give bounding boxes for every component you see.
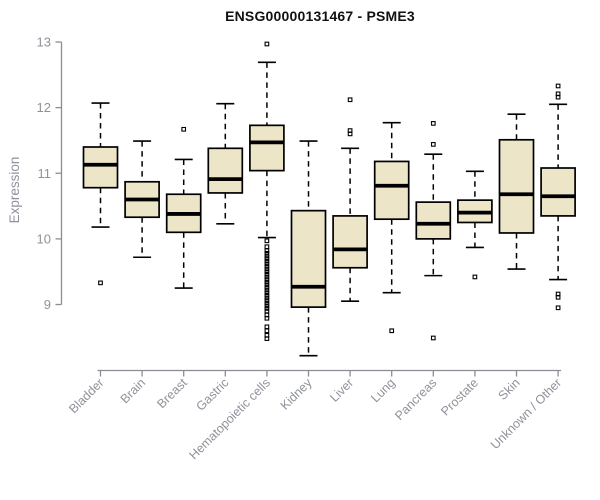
box-group-gastric — [207, 102, 244, 225]
x-tick-label: Unknown / Other — [488, 376, 564, 452]
outlier-point — [264, 238, 270, 244]
outlier-point — [264, 300, 270, 306]
iqr-box — [290, 209, 327, 308]
outlier-point — [181, 126, 187, 132]
y-tick-label: 10 — [37, 231, 51, 246]
x-tick-label: Breast — [154, 375, 190, 411]
outlier-point — [264, 315, 270, 321]
box-group-unknown-other — [540, 83, 576, 311]
outlier-point — [264, 258, 270, 264]
outlier-point — [264, 336, 270, 341]
iqr-box — [82, 146, 119, 189]
chart-title: ENSG00000131467 - PSME3 — [225, 8, 415, 24]
outlier-point — [555, 94, 561, 100]
y-tick-label: 9 — [44, 297, 51, 312]
box-group-hematopoietic-cells — [249, 41, 285, 341]
x-tick-label: Brain — [118, 376, 149, 407]
box-group-bladder — [82, 102, 119, 286]
outlier-point — [264, 292, 270, 298]
iqr-box — [332, 215, 368, 269]
outlier-point — [555, 83, 561, 89]
outlier-point — [347, 97, 353, 103]
box-group-kidney — [290, 140, 327, 357]
iqr-box — [498, 138, 535, 234]
x-tick-label: Gastric — [194, 376, 232, 414]
y-tick-label: 12 — [37, 100, 51, 115]
outlier-point — [430, 335, 436, 341]
outlier-point — [264, 250, 270, 256]
iqr-box — [373, 160, 410, 221]
iqr-box — [207, 147, 244, 194]
y-tick-label: 13 — [37, 35, 51, 50]
outlier-point — [264, 324, 270, 330]
outlier-point — [264, 287, 270, 293]
outlier-point — [430, 121, 436, 126]
iqr-box — [415, 201, 452, 240]
outlier-point — [472, 274, 478, 280]
x-tick-label: Hematopoietic cells — [186, 376, 273, 463]
box-group-brain — [124, 140, 160, 259]
x-tick-label: Liver — [327, 376, 356, 405]
iqr-box — [540, 167, 576, 217]
outlier-point — [264, 328, 270, 334]
iqr-box — [249, 124, 285, 172]
x-tick-label: Prostate — [438, 376, 481, 419]
outlier-point — [389, 328, 395, 334]
outlier-point — [264, 41, 270, 47]
outlier-point — [264, 303, 270, 309]
y-tick-label: 11 — [38, 166, 52, 181]
x-tick-label: Kidney — [278, 375, 315, 412]
outlier-point — [264, 282, 270, 288]
box-group-skin — [498, 113, 535, 270]
outlier-point — [555, 305, 561, 311]
outlier-point — [264, 308, 270, 314]
outlier-point — [264, 285, 270, 290]
outlier-point — [264, 264, 270, 269]
outlier-point — [264, 256, 270, 261]
outlier-point — [264, 253, 270, 259]
x-tick-label: Bladder — [66, 376, 106, 416]
outlier-point — [347, 131, 353, 137]
x-tick-label: Skin — [496, 376, 523, 403]
outlier-point — [264, 271, 270, 277]
outlier-point — [264, 269, 270, 275]
outlier-point — [264, 266, 270, 272]
outlier-point — [264, 261, 270, 267]
x-tick-label: Lung — [368, 376, 398, 406]
outlier-point — [264, 279, 270, 285]
box-group-lung — [373, 121, 410, 334]
outlier-point — [98, 280, 103, 286]
outlier-point — [264, 290, 270, 296]
outlier-point — [264, 244, 270, 250]
outlier-point — [555, 294, 561, 300]
outlier-point — [264, 298, 270, 303]
y-axis: 9 10 11 12 13 — [37, 35, 63, 312]
box-group-prostate — [457, 170, 493, 280]
outlier-point — [264, 306, 270, 311]
box-group-breast — [165, 126, 202, 289]
outlier-point — [430, 142, 436, 147]
x-tick-label: Pancreas — [392, 376, 439, 423]
outlier-point — [264, 274, 270, 280]
outlier-point — [264, 248, 270, 254]
outlier-point — [264, 295, 270, 301]
box-group-liver — [332, 97, 368, 303]
outlier-point — [264, 277, 270, 282]
box-group-pancreas — [415, 121, 452, 341]
